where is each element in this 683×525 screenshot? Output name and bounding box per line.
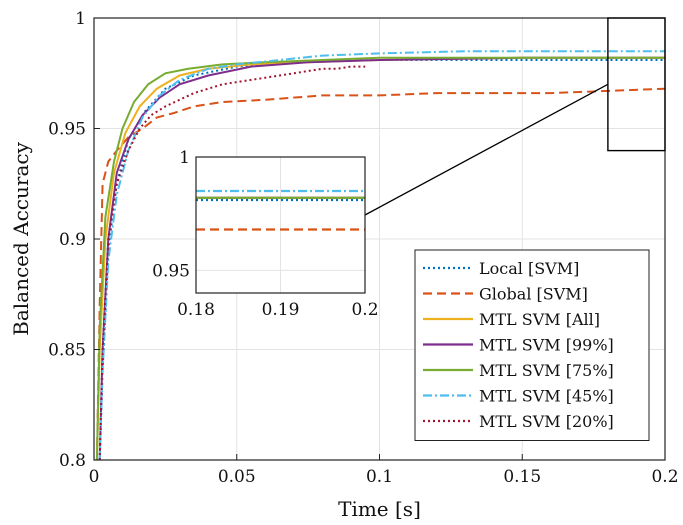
legend-entry-label: MTL SVM [45%] (479, 387, 614, 406)
legend-entry-label: MTL SVM [75%] (479, 361, 614, 380)
legend-entry-label: Global [SVM] (479, 285, 588, 304)
main-ticks: 0 0.05 0.1 0.15 0.2 0.8 0.85 0.9 0.95 1 (48, 9, 678, 487)
y-tick-label: 0.8 (59, 451, 86, 471)
x-tick-label: 0.1 (366, 467, 393, 487)
inset-x-tick-label: 0.18 (177, 300, 215, 320)
zoom-annotation (364, 17, 666, 216)
legend-entry-label: MTL SVM [All] (479, 310, 600, 329)
legend-entry-label: MTL SVM [99%] (479, 336, 614, 355)
x-tick-label: 0.05 (218, 467, 256, 487)
x-tick-label: 0 (89, 467, 100, 487)
y-tick-label: 0.9 (59, 230, 86, 250)
y-axis-label: Balanced Accuracy (9, 141, 33, 335)
series-line (95, 87, 666, 461)
zoom-connector (364, 83, 609, 216)
inset-frame (195, 156, 366, 294)
inset-x-tick-label: 0.19 (262, 300, 300, 320)
series-line (98, 56, 665, 461)
main-series (95, 50, 666, 461)
x-axis-label: Time [s] (338, 497, 421, 521)
inset-series (196, 189, 365, 231)
inset-plot: 0.18 0.19 0.2 0.95 1 (152, 148, 378, 320)
legend: Local [SVM] Global [SVM] MTL SVM [All] MTL … (414, 249, 650, 441)
series-line (98, 65, 366, 461)
legend-entry-label: Local [SVM] (479, 259, 579, 278)
y-tick-label: 0.95 (48, 120, 86, 140)
series-line (98, 50, 665, 461)
inset-y-tick-label: 1 (179, 148, 190, 168)
y-tick-label: 1 (75, 9, 86, 29)
legend-entry-label: MTL SVM [20%] (479, 412, 614, 431)
inset-y-tick-label: 0.95 (152, 261, 190, 281)
inset-x-tick-label: 0.2 (351, 300, 378, 320)
x-tick-label: 0.2 (651, 467, 678, 487)
series-line (95, 56, 665, 461)
x-tick-label: 0.15 (503, 467, 541, 487)
y-tick-label: 0.85 (48, 341, 86, 361)
series-line (98, 59, 665, 461)
